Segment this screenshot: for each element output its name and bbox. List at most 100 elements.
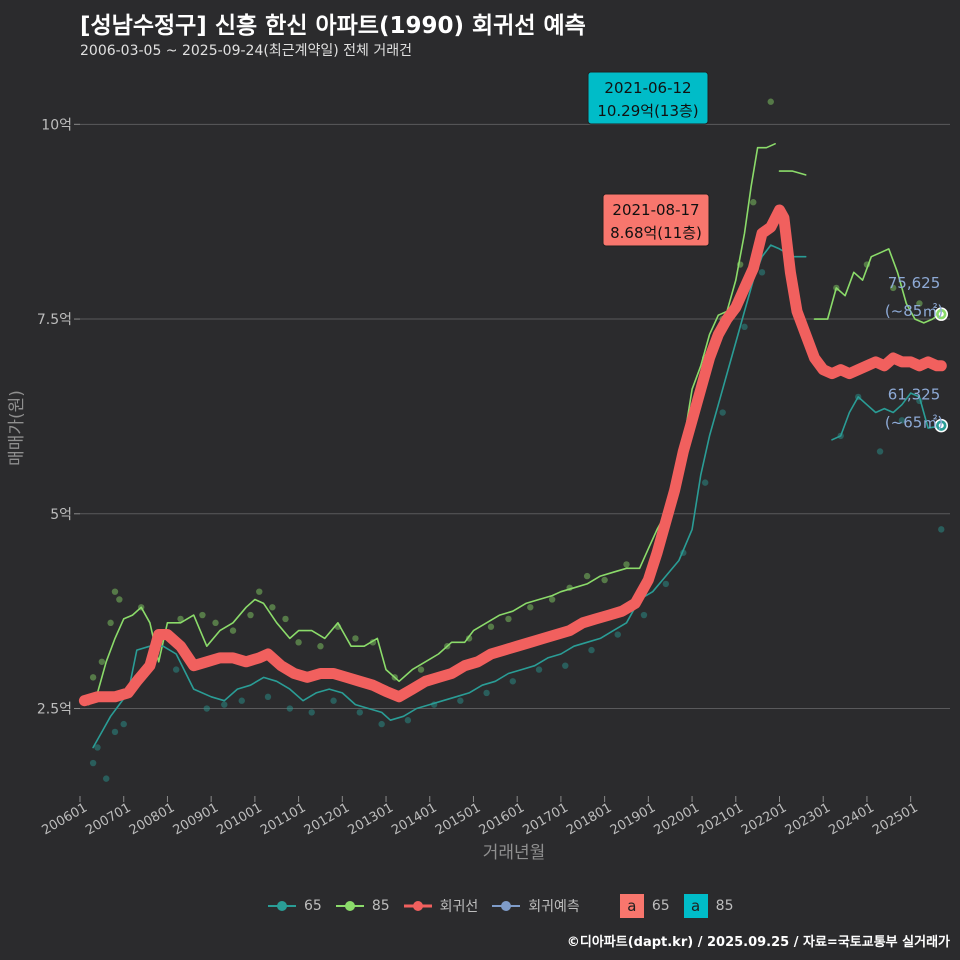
x-tick-label: 202101 [695, 800, 745, 838]
legend-key-65-icon [268, 901, 296, 911]
x-tick-label: 202201 [739, 800, 789, 838]
x-tick-label: 201801 [564, 800, 614, 838]
scatter-points [89, 98, 945, 782]
scatter-point-65 [588, 646, 595, 654]
scatter-point-65 [404, 717, 412, 724]
end-value-label: 75,625 [888, 274, 941, 292]
x-tick-label: 201101 [258, 800, 308, 838]
scatter-point-85 [295, 639, 302, 646]
scatter-point-85 [889, 284, 897, 292]
scatter-point-65 [111, 728, 119, 736]
end-marker-core-65 [938, 423, 944, 429]
scatter-point-65 [562, 662, 569, 669]
scatter-point-65 [203, 705, 210, 712]
x-tick-label: 201901 [608, 800, 658, 838]
y-tick-label: 7.5억 [37, 312, 72, 328]
scatter-point-85 [116, 596, 123, 603]
scatter-point-85 [212, 619, 219, 627]
peak-label-value: 10.29억(13층) [597, 102, 698, 120]
x-tick-label: 201301 [346, 800, 396, 838]
y-tick-label: 5억 [50, 507, 72, 523]
scatter-point-65 [330, 697, 337, 704]
end-markers: 75,625 (~85㎡) 61,325 (~65㎡) [885, 274, 949, 433]
scatter-point-65 [89, 759, 97, 767]
scatter-point-65 [509, 678, 517, 685]
legend-item-regression: 회귀선 [403, 896, 479, 916]
y-tick-label: 2.5억 [37, 702, 72, 718]
legend-label-regression: 회귀선 [439, 899, 479, 915]
scatter-point-85 [750, 199, 757, 206]
legend-key-forecast-icon [492, 901, 521, 911]
end-value-label: 61,325 [888, 386, 941, 404]
legend-box-65-glyph: a [619, 894, 644, 918]
x-tick-label: 202501 [870, 800, 920, 838]
scatter-point-85 [548, 596, 556, 603]
legend-box-label-85: 85 [715, 898, 734, 914]
series-line-65 [92, 244, 807, 749]
peak-label-value: 8.68억(11층) [610, 224, 702, 242]
series-line-65b [831, 392, 943, 441]
x-tick-label: 201601 [477, 800, 527, 838]
y-tick-label: 10억 [41, 117, 72, 133]
legend-item-85: 85 [335, 896, 390, 916]
scatter-point-65 [308, 709, 315, 716]
scatter-point-85 [256, 588, 263, 595]
legend-box-85-glyph: a [683, 894, 708, 918]
x-axis-label: 거래년월 [483, 843, 546, 863]
scatter-point-85 [465, 635, 473, 642]
scatter-point-65 [238, 697, 245, 704]
scatter-point-85 [601, 576, 608, 584]
series-line-회귀선 [78, 204, 947, 707]
scatter-point-65 [876, 448, 884, 455]
scatter-point-85 [505, 615, 512, 623]
scatter-point-85 [916, 300, 923, 307]
x-axis-ticks: 2006012007012008012009012010012011012012… [40, 796, 921, 838]
scatter-point-85 [487, 623, 495, 630]
scatter-point-65 [221, 701, 228, 708]
scatter-point-65 [120, 720, 127, 728]
y-axis-ticks: 2.5억 5억 7.5억 10억 [37, 117, 80, 718]
scatter-point-65 [378, 720, 385, 728]
scatter-point-85 [317, 643, 324, 650]
x-tick-label: 202401 [826, 800, 876, 838]
series-line-85b [778, 170, 807, 176]
scatter-point-65 [457, 697, 464, 704]
legend-label-forecast: 회귀예측 [528, 899, 580, 915]
legend-key-85-icon [335, 901, 364, 911]
legend-item-forecast: 회귀예측 [492, 896, 580, 916]
end-area-label: (~85㎡) [885, 302, 943, 320]
scatter-point-85 [98, 658, 106, 665]
legend: 65 85 회귀선 회귀예측 a 65 a 85 [268, 893, 747, 919]
scatter-point-85 [107, 619, 114, 627]
end-area-label: (~65㎡) [885, 414, 943, 432]
x-tick-label: 200801 [127, 800, 177, 838]
peak-label-box [602, 193, 710, 247]
chart-subtitle: 2006-03-05 ~ 2025-09-24(최근계약일) 전체 거래건 [80, 43, 412, 59]
y-axis-label: 매매가(원) [7, 390, 27, 466]
scatter-point-65 [264, 693, 272, 701]
series-lines [78, 143, 947, 749]
credit-footer: ©디아파트(dapt.kr) / 2025.09.25 / 자료=국토교통부 실… [566, 935, 950, 950]
scatter-point-65 [103, 775, 110, 782]
scatter-point-85 [527, 604, 534, 611]
scatter-point-65 [286, 705, 294, 712]
scatter-point-65 [938, 526, 945, 533]
scatter-point-85 [177, 615, 184, 623]
scatter-point-85 [352, 635, 359, 642]
x-tick-label: 201401 [389, 800, 439, 838]
chart-title: [성남수정구] 신흥 한신 아파트(1990) 회귀선 예측 [80, 13, 586, 39]
scatter-point-65 [535, 666, 543, 673]
scatter-point-85 [282, 615, 289, 623]
scatter-point-85 [247, 611, 254, 619]
scatter-point-85 [417, 666, 425, 673]
scatter-point-85 [269, 604, 276, 611]
scatter-point-65 [614, 631, 621, 638]
end-marker-core-85 [938, 311, 944, 317]
gridlines [80, 123, 950, 710]
scatter-point-85 [89, 674, 97, 681]
scatter-point-65 [640, 611, 648, 619]
scatter-point-65 [483, 689, 490, 697]
x-tick-label: 201001 [214, 800, 264, 838]
legend-label-65: 65 [304, 898, 322, 914]
